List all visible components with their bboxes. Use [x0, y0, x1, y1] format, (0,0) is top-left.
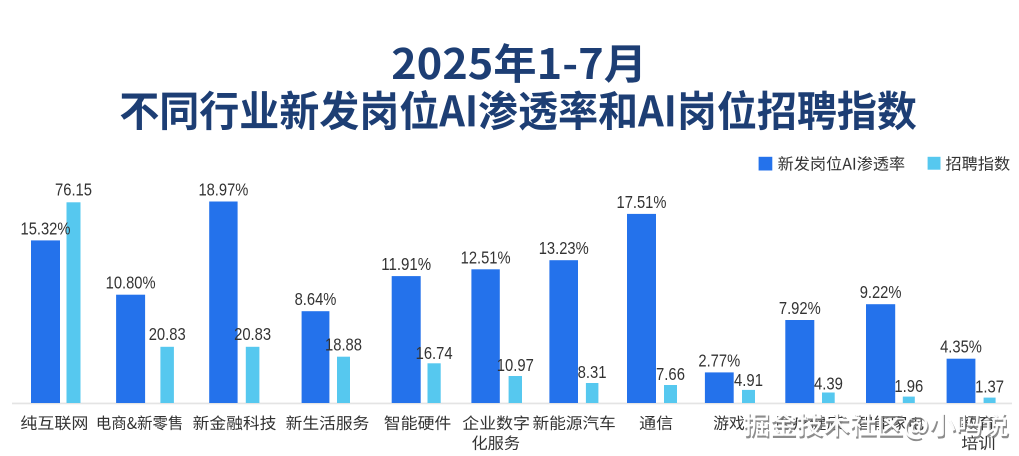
svg-text:17.51%: 17.51% [617, 192, 667, 212]
svg-text:16.74: 16.74 [416, 343, 453, 363]
svg-text:4.39: 4.39 [814, 374, 843, 394]
svg-text:10.97: 10.97 [497, 355, 534, 375]
svg-text:4.91: 4.91 [734, 370, 763, 390]
svg-text:4.35%: 4.35% [940, 337, 982, 357]
svg-text:7.66: 7.66 [656, 364, 685, 384]
svg-text:1.96: 1.96 [894, 376, 923, 396]
svg-text:20.83: 20.83 [149, 324, 186, 344]
svg-text:76.15: 76.15 [55, 179, 92, 199]
svg-text:20.83: 20.83 [234, 324, 271, 344]
svg-text:11.91%: 11.91% [381, 254, 431, 274]
svg-text:12.51%: 12.51% [461, 247, 511, 267]
svg-text:7.92%: 7.92% [779, 298, 821, 318]
svg-text:2.77%: 2.77% [698, 350, 740, 370]
svg-text:18.88: 18.88 [325, 335, 362, 355]
svg-text:10.80%: 10.80% [106, 273, 156, 293]
svg-text:13.23%: 13.23% [539, 238, 589, 258]
svg-text:15.32%: 15.32% [21, 218, 71, 238]
svg-text:8.31: 8.31 [578, 362, 607, 382]
svg-text:9.22%: 9.22% [860, 282, 902, 302]
svg-text:1.37: 1.37 [975, 377, 1004, 397]
svg-text:8.64%: 8.64% [295, 289, 337, 309]
svg-text:18.97%: 18.97% [198, 180, 248, 200]
